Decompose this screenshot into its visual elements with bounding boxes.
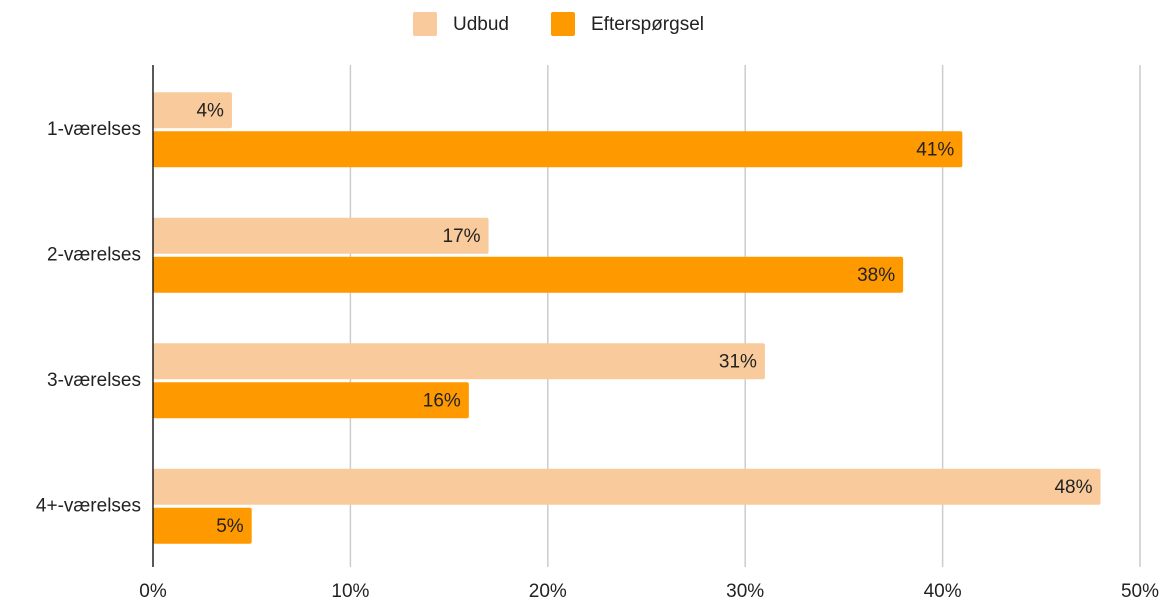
bar <box>153 217 489 254</box>
legend-label: Udbud <box>453 14 509 35</box>
data-label: 4% <box>196 100 224 121</box>
data-label: 48% <box>1054 477 1092 498</box>
y-tick-label: 3-værelses <box>47 370 141 391</box>
x-tick-label: 20% <box>529 581 567 602</box>
y-tick-label: 2-værelses <box>47 244 141 265</box>
bar <box>153 131 963 168</box>
bar <box>153 92 232 129</box>
bar <box>153 468 1101 505</box>
bar <box>153 382 469 419</box>
x-tick-label: 30% <box>726 581 764 602</box>
data-label: 5% <box>216 516 244 537</box>
legend-swatch <box>413 12 437 36</box>
data-label: 17% <box>443 226 481 247</box>
bar <box>153 343 765 380</box>
legend-label: Efterspørgsel <box>591 14 704 35</box>
data-label: 31% <box>719 351 757 372</box>
x-tick-label: 0% <box>139 581 167 602</box>
x-tick-label: 40% <box>924 581 962 602</box>
data-label: 16% <box>423 390 461 411</box>
x-tick-label: 50% <box>1121 581 1159 602</box>
bar <box>153 507 252 544</box>
bar <box>153 256 904 293</box>
data-label: 41% <box>916 139 954 160</box>
y-tick-label: 4+-værelses <box>36 495 141 516</box>
legend-swatch <box>551 12 575 36</box>
x-tick-label: 10% <box>331 581 369 602</box>
data-label: 38% <box>857 265 895 286</box>
y-tick-label: 1-værelses <box>47 119 141 140</box>
